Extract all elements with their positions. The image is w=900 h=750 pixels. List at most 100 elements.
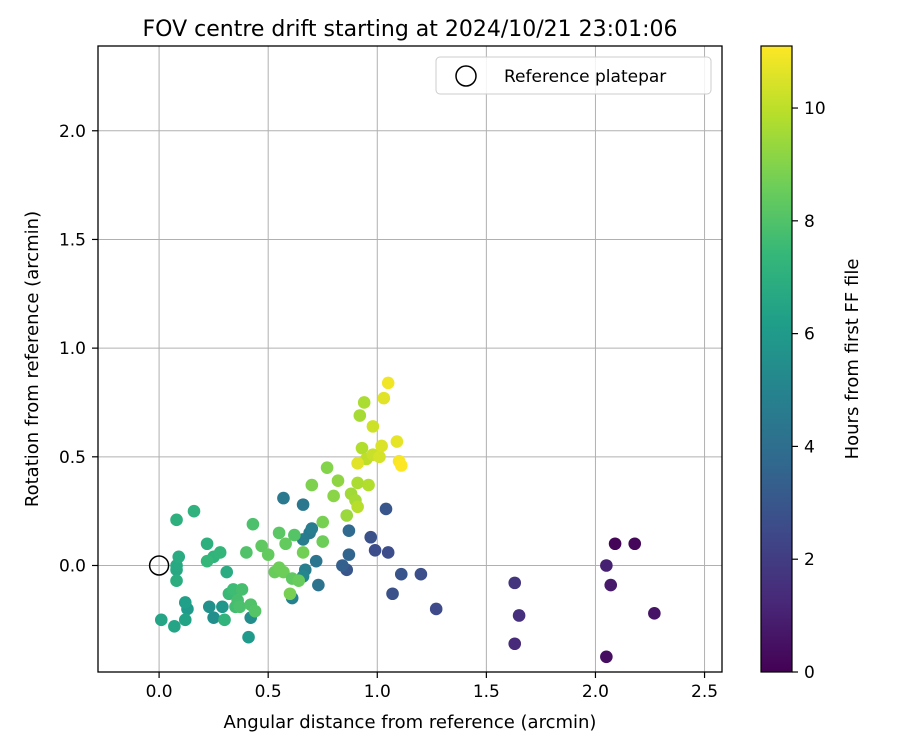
legend-box (435, 56, 712, 95)
data-point (292, 574, 306, 588)
colorbar-tick-label: 10 (804, 99, 826, 119)
data-point (386, 587, 399, 601)
data-point (355, 441, 369, 455)
data-point (342, 548, 356, 561)
x-tick-label: 0.0 (146, 682, 173, 702)
data-point (331, 474, 345, 488)
data-point (207, 611, 220, 624)
data-point (305, 522, 319, 535)
x-axis-label: Angular distance from reference (arcmin) (224, 712, 597, 733)
data-point (390, 435, 404, 448)
data-point (600, 559, 613, 572)
data-point (296, 498, 310, 511)
y-tick-label: 1.0 (59, 339, 86, 359)
data-point (394, 459, 408, 472)
grid-lines (98, 46, 722, 672)
data-point (226, 583, 240, 596)
y-axis-ticks: 0.0 0.5 1.0 1.5 2.0 (59, 122, 98, 576)
data-point (373, 450, 386, 464)
axes-frame (97, 45, 723, 673)
x-tick-label: 0.5 (255, 682, 282, 702)
data-point (277, 491, 290, 505)
colorbar-tick-label: 8 (804, 212, 815, 232)
reference-platepar-marker (148, 555, 170, 576)
data-point (154, 613, 168, 627)
data-points (154, 376, 661, 664)
data-point (600, 650, 613, 664)
data-point (309, 554, 323, 568)
data-point (168, 620, 181, 633)
colorbar-tick-label: 2 (804, 550, 815, 570)
data-point (187, 504, 201, 518)
data-point (272, 526, 286, 540)
legend-reference-marker (455, 65, 477, 87)
data-point (414, 567, 428, 581)
data-point (508, 576, 522, 590)
data-point (366, 420, 380, 433)
data-point (336, 559, 349, 572)
y-tick-label: 0.5 (59, 448, 86, 468)
data-point (368, 543, 382, 557)
data-point (172, 550, 186, 564)
data-point (178, 613, 192, 627)
x-tick-label: 2.0 (582, 682, 609, 702)
data-point (375, 439, 388, 453)
data-point (277, 565, 290, 579)
data-point (648, 607, 661, 620)
data-point (628, 537, 642, 551)
colorbar-tick-label: 6 (804, 325, 815, 345)
chart-title: FOV centre drift starting at 2024/10/21 … (143, 17, 678, 42)
data-point (429, 602, 443, 616)
data-point (351, 457, 364, 470)
y-tick-label: 1.5 (59, 230, 86, 250)
data-point (220, 565, 234, 579)
data-point (353, 409, 367, 422)
reference-marker-layer (148, 555, 170, 576)
data-point (342, 524, 356, 538)
data-point (200, 537, 214, 551)
x-tick-label: 1.0 (364, 682, 391, 702)
data-point (512, 609, 526, 622)
data-point (381, 376, 395, 390)
data-point (362, 478, 375, 492)
colorbar-label: Hours from first FF file (842, 259, 863, 460)
data-point (320, 461, 334, 474)
plot-area: 0.0 0.5 1.0 1.5 2.0 2.5 0.0 0.5 1.0 1.5 2.0 (59, 45, 723, 702)
data-point (316, 535, 330, 548)
data-point (170, 574, 183, 588)
data-point (351, 476, 364, 490)
data-point (255, 539, 268, 553)
x-tick-label: 2.5 (691, 682, 718, 702)
data-point (216, 600, 229, 614)
data-point (604, 578, 618, 592)
data-point (316, 515, 330, 529)
data-point (248, 604, 262, 618)
data-point (246, 517, 260, 531)
data-point (305, 478, 319, 492)
data-point (200, 554, 214, 568)
data-point (340, 509, 354, 522)
data-point (170, 513, 183, 527)
y-axis-label: Rotation from reference (arcmin) (22, 211, 43, 507)
data-point (233, 600, 247, 614)
data-point (283, 587, 297, 601)
data-point (327, 489, 340, 503)
data-point (508, 637, 522, 651)
data-point (178, 596, 192, 609)
data-point (202, 600, 216, 614)
x-axis-ticks: 0.0 0.5 1.0 1.5 2.0 2.5 (146, 672, 718, 702)
data-point (381, 546, 395, 559)
data-point (357, 396, 371, 409)
data-point (288, 528, 301, 542)
data-point (364, 530, 378, 544)
data-point (608, 537, 622, 551)
data-point (213, 546, 227, 559)
colorbar-tick-label: 0 (804, 663, 815, 683)
colorbar-ticks: 0 2 4 6 8 10 (792, 99, 826, 683)
data-point (218, 613, 231, 627)
data-point (351, 500, 364, 514)
data-point (235, 583, 249, 596)
data-point (242, 630, 255, 644)
colorbar-gradient (760, 45, 793, 673)
